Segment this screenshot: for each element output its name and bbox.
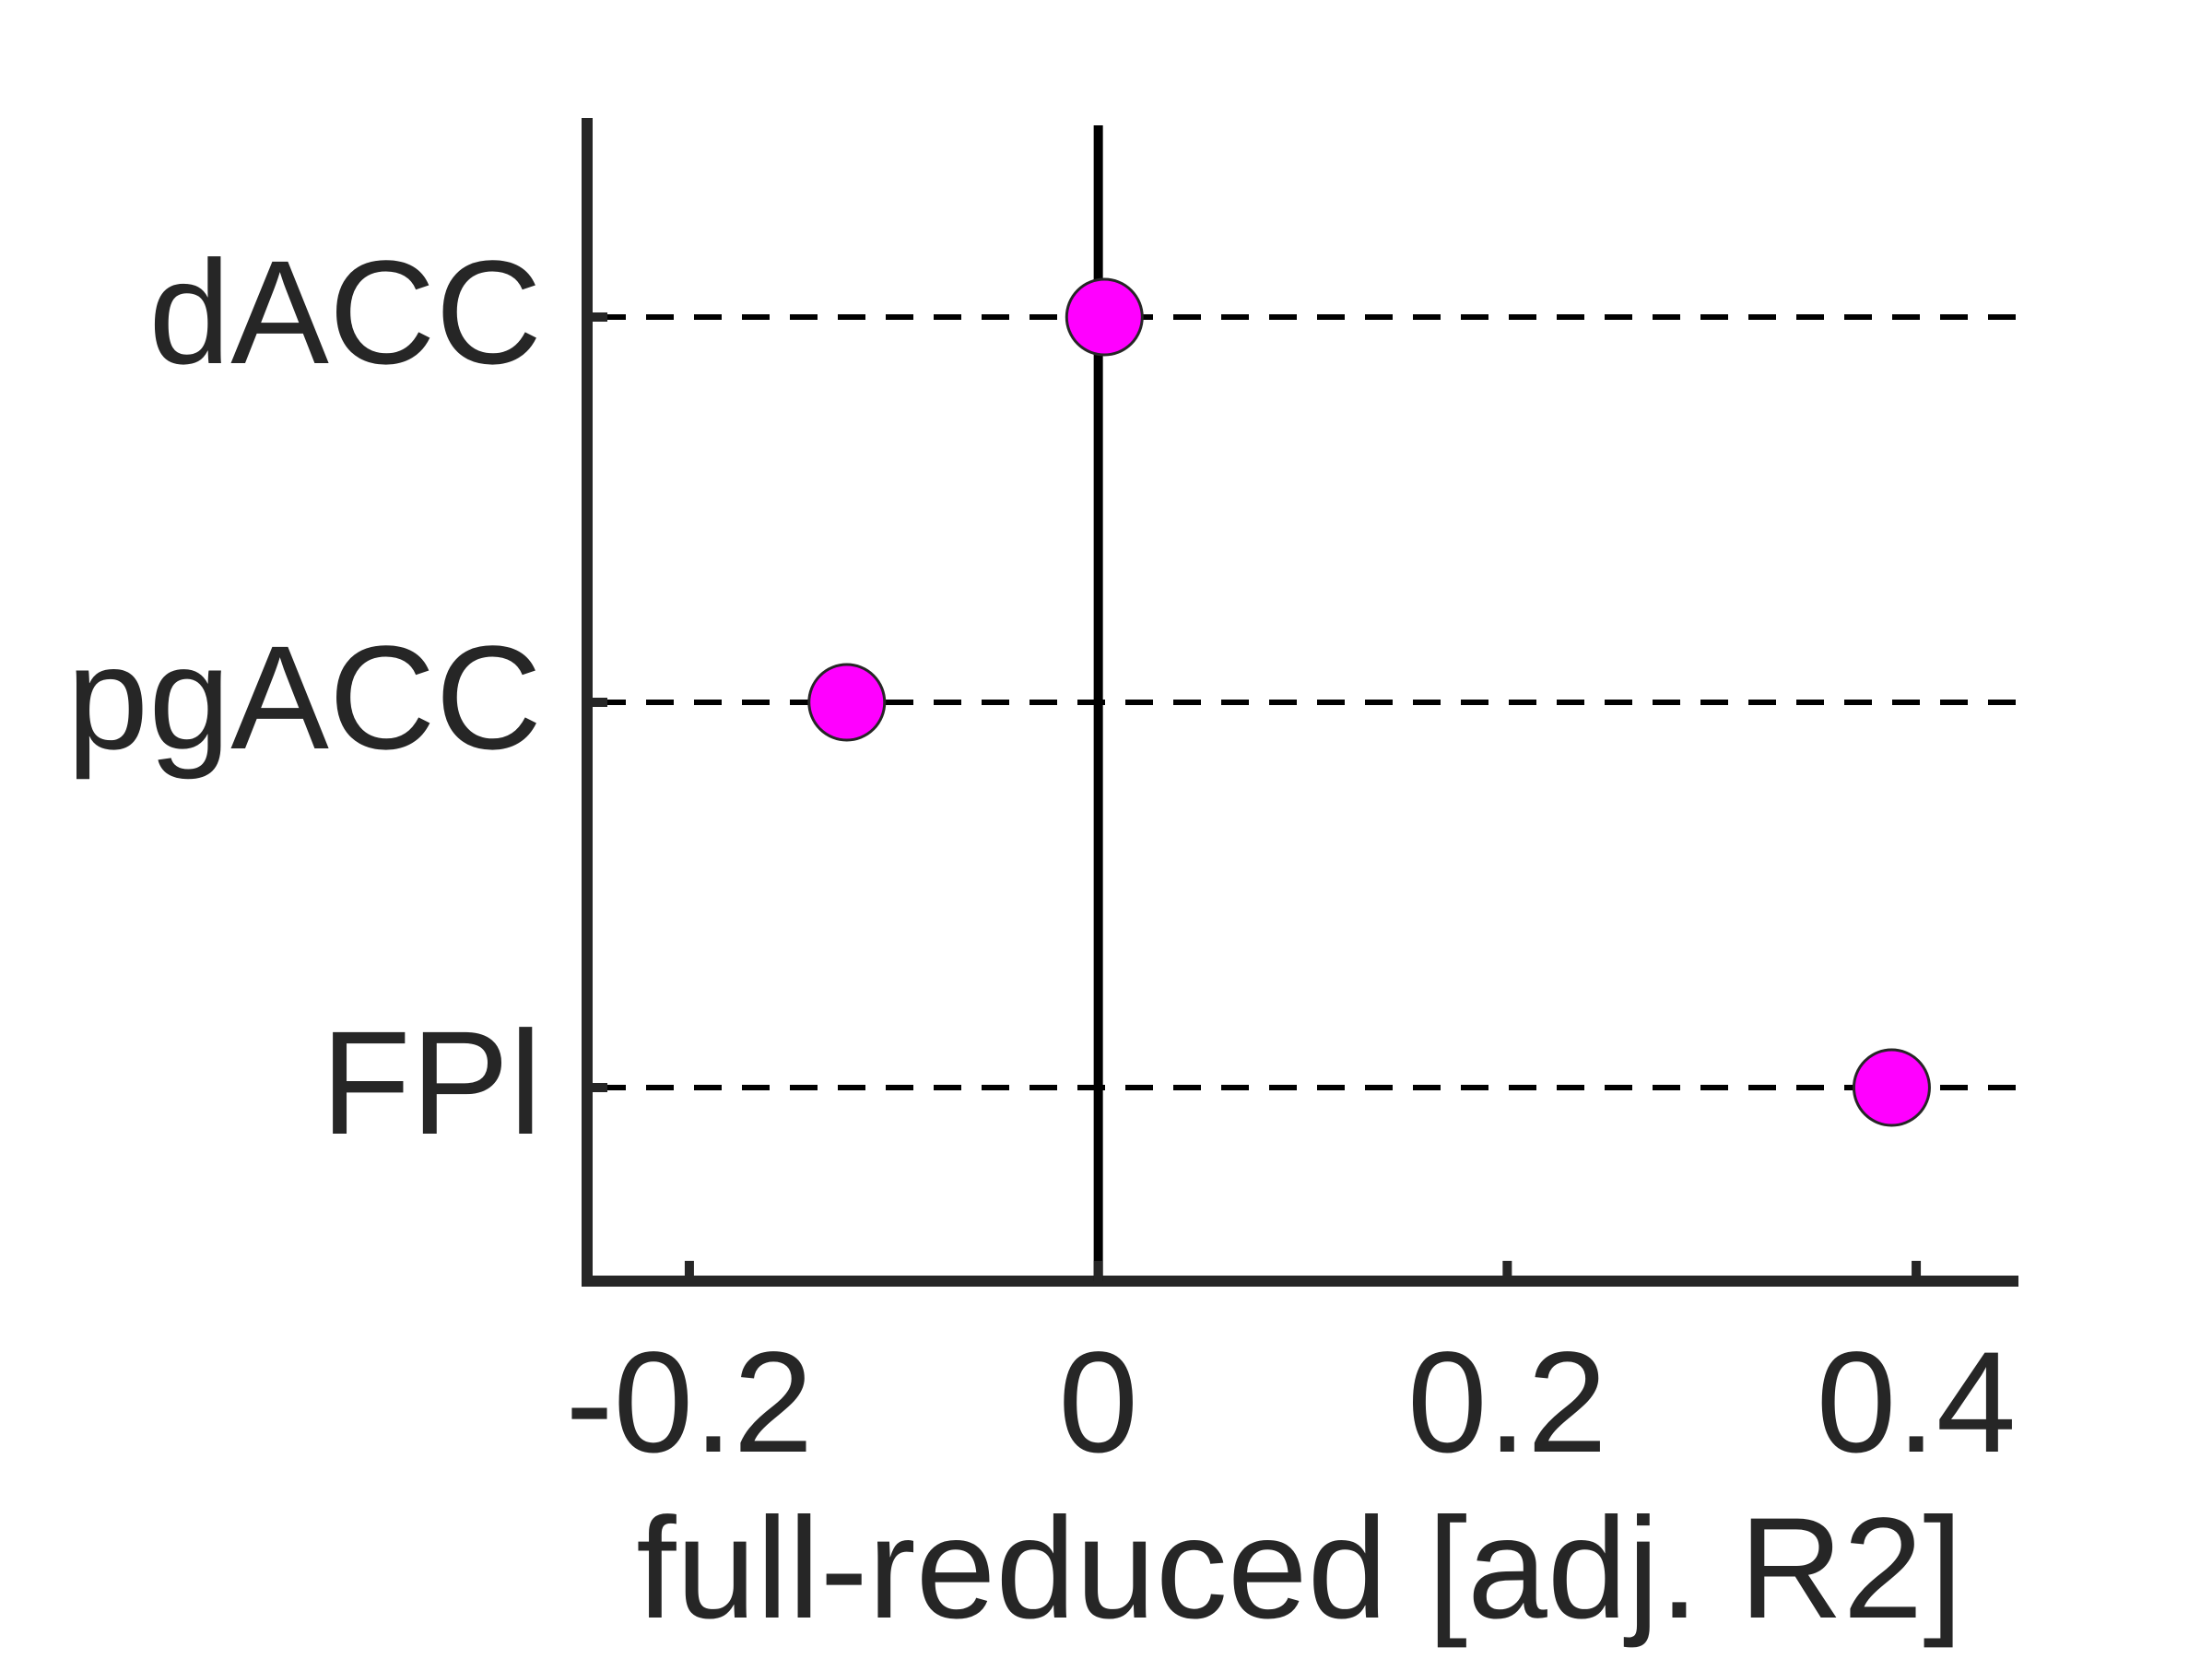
x-tick-labels: -0.2 0 0.2 0.4	[566, 1323, 2017, 1483]
x-axis-label: full-reduced [adj. R2]	[636, 1488, 1962, 1649]
tick-marks	[587, 312, 1922, 1281]
x-tick-label-3: 0.4	[1817, 1323, 2017, 1483]
x-tick-label-0: -0.2	[566, 1323, 814, 1483]
data-points	[807, 277, 1931, 1127]
category-label-fpl: FPl	[321, 1000, 542, 1165]
data-point-pgacc	[807, 663, 887, 742]
category-label-dacc: dACC	[148, 229, 542, 394]
x-tick-label-1: 0	[1058, 1323, 1138, 1483]
category-label-pgacc: pgACC	[66, 615, 542, 780]
category-labels: dACC pgACC FPl	[66, 229, 542, 1165]
x-tick-label-2: 0.2	[1407, 1323, 1607, 1483]
data-point-dacc	[1065, 277, 1144, 357]
data-point-fpl	[1852, 1048, 1931, 1127]
